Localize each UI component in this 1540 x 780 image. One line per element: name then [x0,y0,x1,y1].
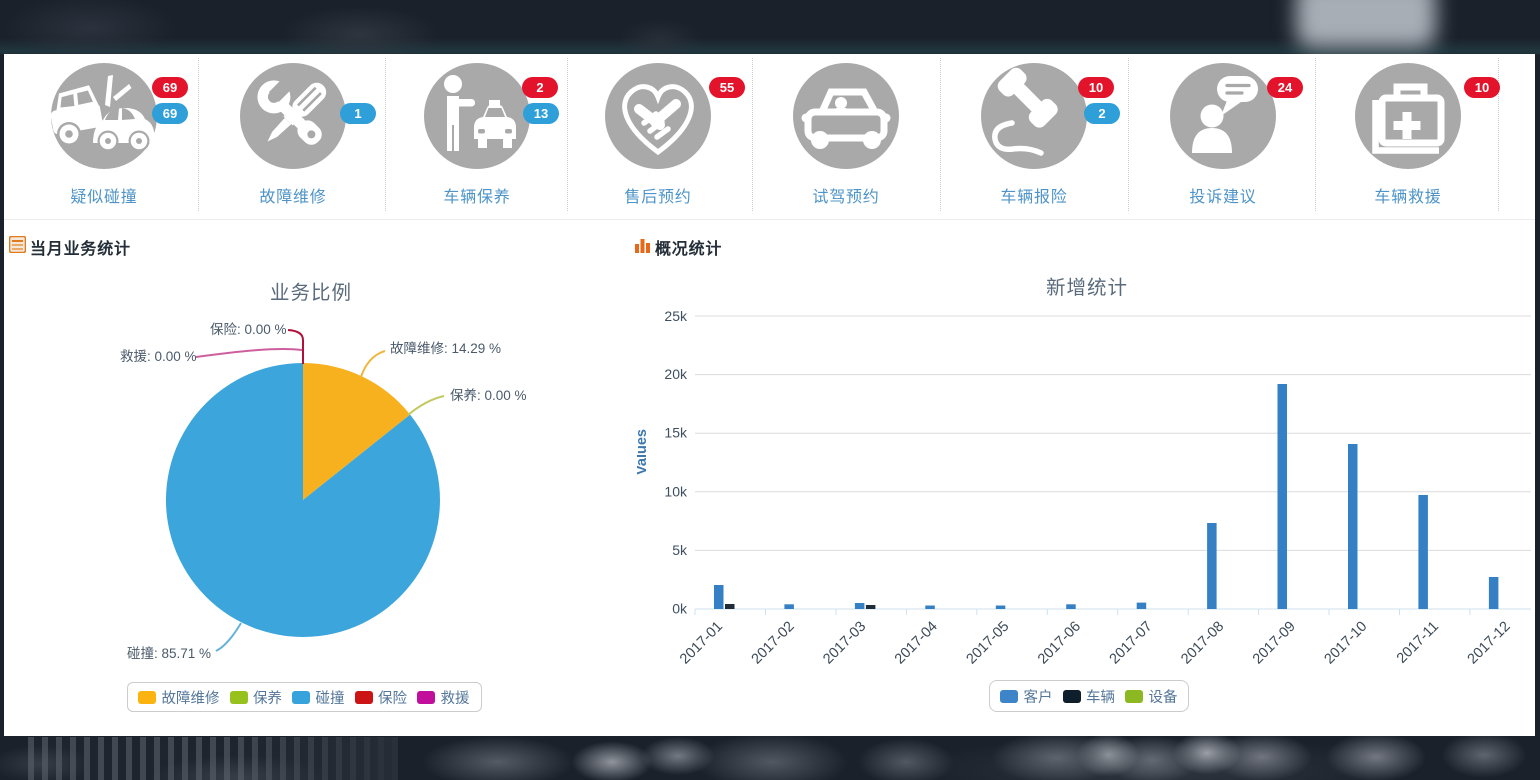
svg-text:2017-03: 2017-03 [820,619,869,668]
svg-text:新增统计: 新增统计 [1046,277,1128,299]
svg-text:20k: 20k [664,366,688,382]
svg-text:故障维修: 14.29 %: 故障维修: 14.29 % [390,341,501,356]
svg-text:2017-05: 2017-05 [963,619,1012,668]
svg-text:2017-06: 2017-06 [1035,619,1084,668]
svg-text:2017-01: 2017-01 [677,619,726,668]
svg-text:2017-11: 2017-11 [1394,619,1442,667]
svg-text:保险: 0.00 %: 保险: 0.00 % [210,322,287,337]
svg-text:业务比例: 业务比例 [270,282,352,304]
svg-text:2017-09: 2017-09 [1250,619,1299,668]
svg-text:2017-10: 2017-10 [1321,619,1370,668]
svg-text:15k: 15k [664,425,688,441]
svg-text:2017-04: 2017-04 [892,619,941,668]
svg-text:救援: 0.00 %: 救援: 0.00 % [120,349,197,364]
svg-text:5k: 5k [672,542,688,558]
svg-text:10k: 10k [664,483,688,499]
svg-text:25k: 25k [664,308,688,324]
svg-text:碰撞: 85.71 %: 碰撞: 85.71 % [127,646,211,661]
svg-text:Values: Values [637,429,650,475]
svg-text:2017-02: 2017-02 [749,619,798,668]
svg-text:2017-07: 2017-07 [1107,619,1156,668]
svg-text:2017-08: 2017-08 [1178,619,1227,668]
svg-text:2017-12: 2017-12 [1465,619,1514,668]
svg-text:保养: 0.00 %: 保养: 0.00 % [450,388,527,403]
svg-text:0k: 0k [672,601,688,617]
